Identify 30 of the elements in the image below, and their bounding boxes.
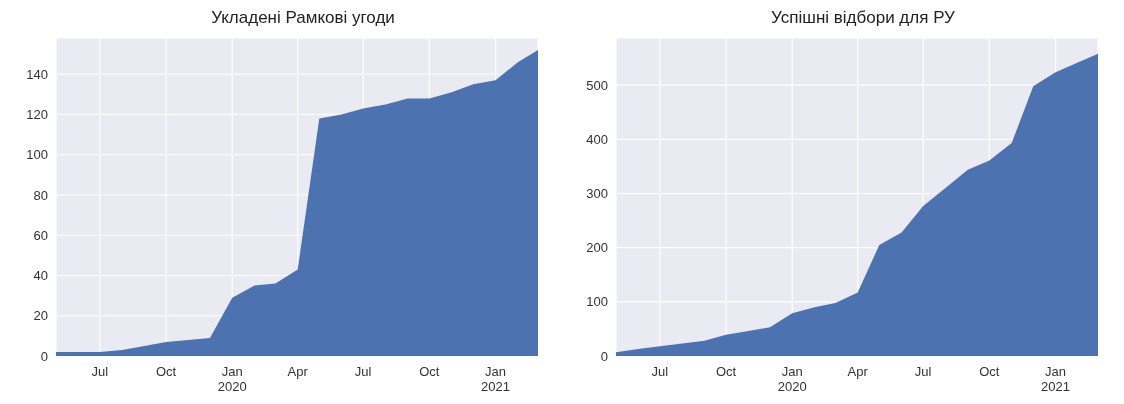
x-tick-label: Jan 2021	[1041, 364, 1071, 394]
y-tick-label: 0	[600, 348, 608, 364]
y-tick-label: 300	[586, 186, 608, 202]
x-tick-label: Apr	[287, 364, 309, 379]
x-tick-label: Jul	[651, 364, 669, 379]
x-tick-label: Oct	[155, 364, 177, 379]
x-tick-label: Oct	[715, 364, 737, 379]
y-tick-label: 0	[40, 348, 48, 364]
y-tick-label: 100	[26, 147, 48, 163]
y-tick-label: 100	[586, 294, 608, 310]
y-tick-label: 400	[586, 131, 608, 147]
x-tick-label: Oct	[979, 364, 1000, 379]
x-tick-label: Oct	[419, 364, 440, 379]
chart-title: Успішні відбори для РУ	[770, 8, 956, 29]
y-tick-label: 140	[26, 66, 48, 82]
y-tick-label: 120	[26, 107, 48, 123]
chart-title: Укладені Рамкові угоди	[210, 8, 396, 29]
x-tick-label: Jul	[914, 364, 932, 379]
y-tick-label: 20	[33, 308, 48, 324]
y-tick-label: 200	[586, 240, 608, 256]
y-tick-label: 80	[33, 187, 48, 203]
x-tick-label: Jan 2020	[777, 364, 807, 394]
y-tick-label: 500	[586, 77, 608, 93]
y-tick-label: 60	[33, 227, 48, 243]
x-tick-label: Apr	[847, 364, 869, 379]
y-tick-label: 40	[33, 268, 48, 284]
x-tick-label: Jul	[354, 364, 372, 379]
x-tick-label: Jan 2021	[481, 364, 511, 394]
x-tick-label: Jul	[91, 364, 109, 379]
x-tick-label: Jan 2020	[217, 364, 247, 394]
